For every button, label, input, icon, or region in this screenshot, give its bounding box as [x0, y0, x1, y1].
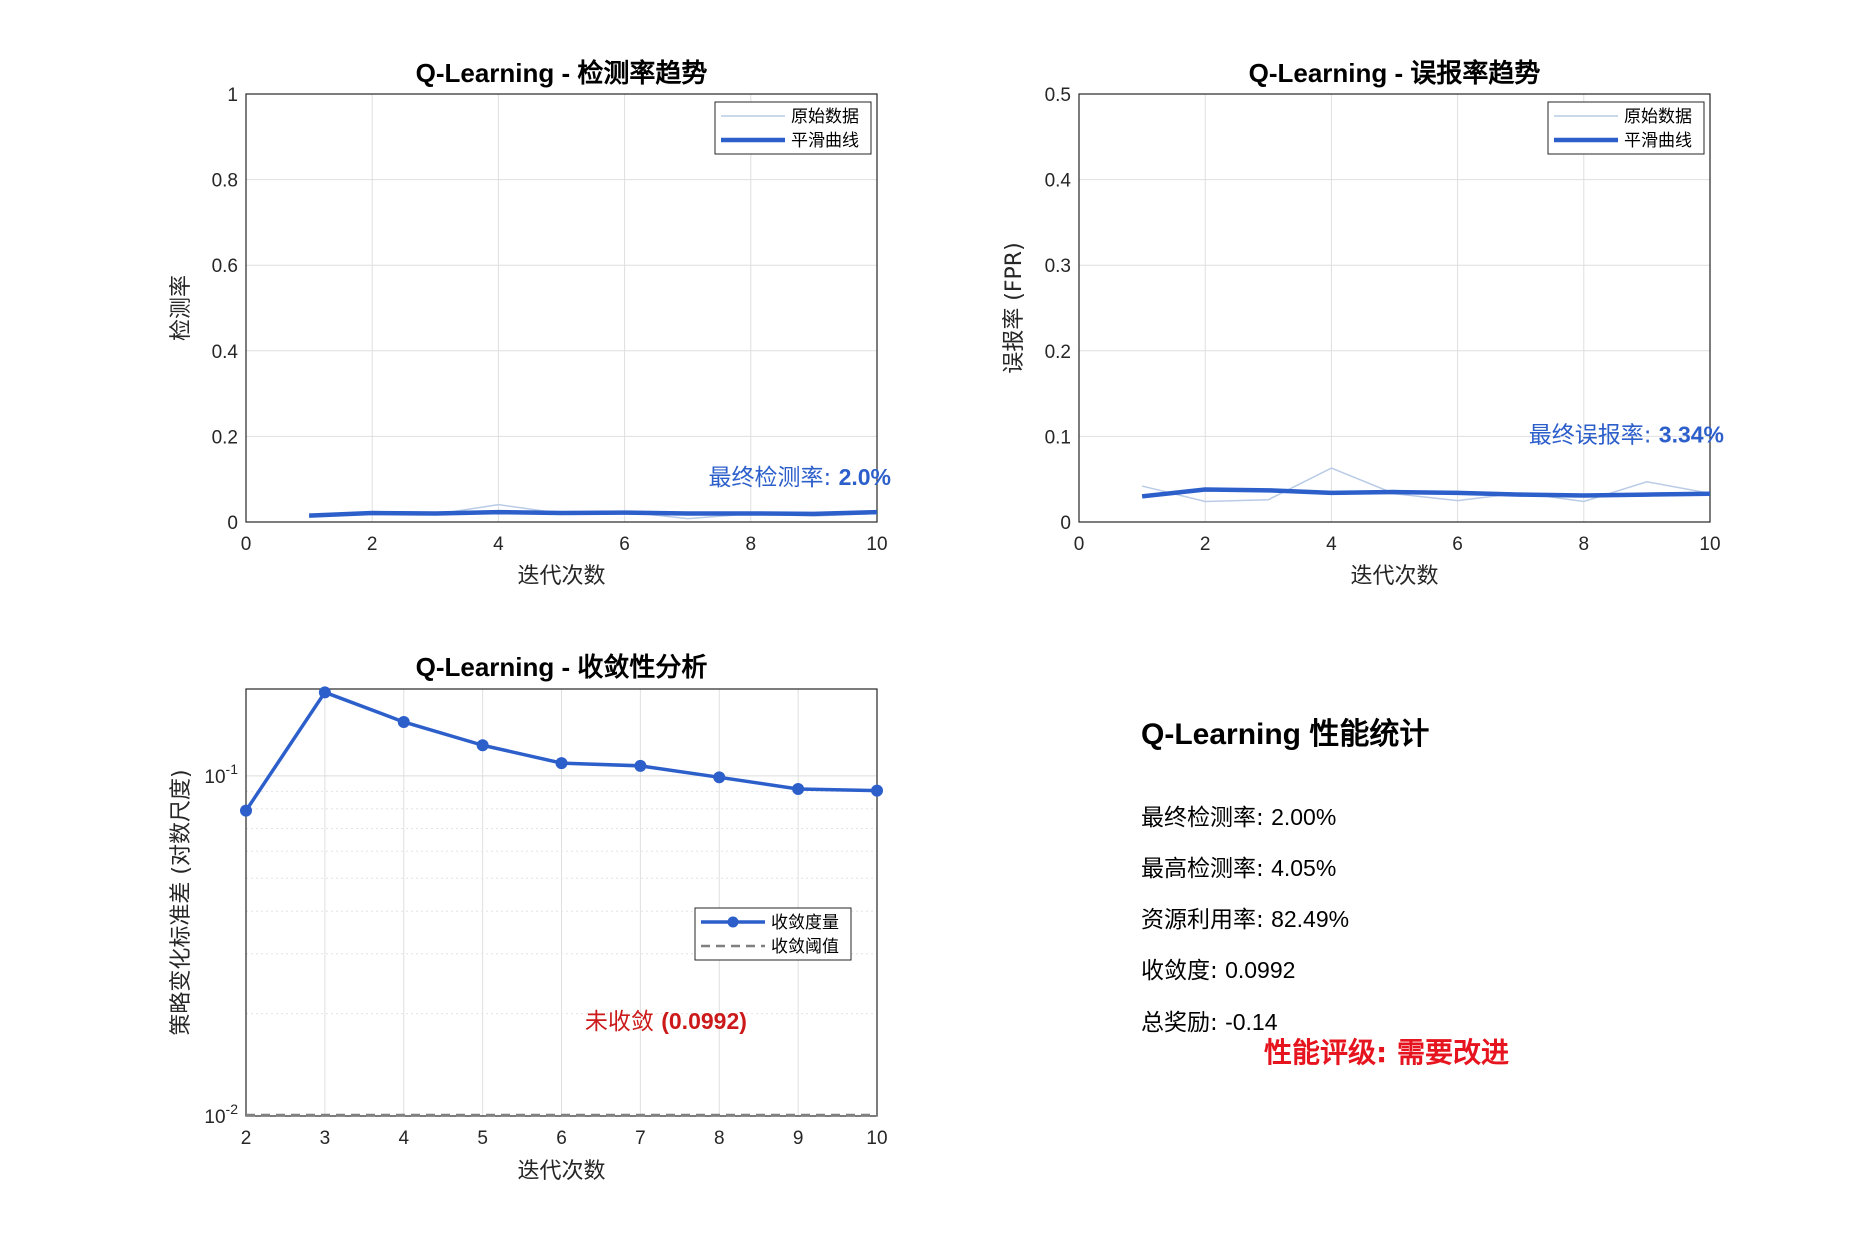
- annotation-value: (0.0992): [661, 1008, 747, 1034]
- x-tick-label: 10: [1699, 534, 1720, 555]
- y-tick-label: 0.2: [212, 427, 238, 448]
- convergence-point: [792, 782, 805, 795]
- stats-title: Q-Learning 性能统计: [1141, 717, 1429, 751]
- y-tick-base: 10: [204, 1107, 225, 1128]
- y-axis-label: 误报率 (FPR): [1002, 242, 1027, 373]
- detection-rate-chart: 0 2 4 6 8 10 0 0.2 0.4 0.6 0.8 1 最终检测率: 2.0% 原始数据平滑曲线…: [169, 58, 891, 589]
- performance-stats-panel: Q-Learning 性能统计 最终检测率: 2.00% 最高检测率: 4.05…: [1141, 717, 1509, 1069]
- annotation-value: 2.0%: [839, 464, 891, 490]
- stat-max-detection: 最高检测率: 4.05%: [1141, 855, 1336, 882]
- legend-box: [714, 101, 872, 155]
- legend-raw-label: 原始数据: [1624, 107, 1692, 127]
- x-axis-label: 迭代次数: [517, 564, 605, 589]
- smoothed-curve-line: [309, 509, 878, 518]
- convergence-point: [397, 715, 410, 728]
- y-tick-label: 0: [227, 513, 238, 534]
- y-tick-label: 1: [227, 85, 238, 106]
- x-tick-label: 6: [619, 534, 630, 555]
- x-tick-label: 10: [866, 534, 887, 555]
- x-tick-label: 2: [367, 534, 378, 555]
- axes-frame: [1078, 93, 1711, 523]
- false-positive-rate-chart: 0 2 4 6 8 10 0 0.1 0.2 0.3 0.4 0.5 最终误报率: 3.34% 原始数据平…: [1002, 58, 1724, 589]
- y-tick-label: 0.3: [1045, 256, 1071, 277]
- y-tick-label: 0.5: [1045, 85, 1071, 106]
- convergence-point: [634, 759, 647, 772]
- x-tick-label: 6: [556, 1128, 567, 1149]
- y-tick-exponent: -1: [226, 761, 239, 777]
- annotation-label: 最终检测率:: [709, 465, 839, 491]
- y-tick-label: 10-1: [204, 761, 238, 788]
- convergence-point: [318, 686, 331, 699]
- y-tick-label: 10-2: [204, 1101, 238, 1128]
- final-value-annotation: 最终检测率: 2.0%: [709, 464, 892, 491]
- convergence-point: [476, 739, 489, 752]
- stat-final-detection: 最终检测率: 2.00%: [1141, 804, 1336, 831]
- convergence-point: [713, 771, 726, 784]
- convergence-status-annotation: 未收敛 (0.0992): [585, 1008, 747, 1035]
- axes-frame: [245, 93, 878, 523]
- annotation-label: 最终误报率:: [1529, 422, 1659, 448]
- legend-series-marker: [727, 916, 739, 928]
- stat-total-reward: 总奖励: -0.14: [1141, 1009, 1278, 1036]
- legend-smooth-label: 平滑曲线: [1624, 131, 1692, 151]
- y-tick-label: 0.4: [212, 342, 239, 363]
- smoothed-curve-line: [1141, 487, 1711, 499]
- convergence-point: [240, 804, 252, 817]
- annotation-value: 3.34%: [1659, 421, 1724, 447]
- plot-area: [1079, 94, 1710, 522]
- performance-rating: 性能评级: 需要改进: [1264, 1036, 1509, 1069]
- convergence-point: [555, 757, 568, 770]
- x-tick-label: 8: [746, 534, 757, 555]
- y-axis-label: 检测率: [169, 275, 194, 341]
- x-tick-label: 8: [1579, 534, 1590, 555]
- y-tick-label: 0.1: [1045, 427, 1071, 448]
- legend-threshold-label: 收敛阈值: [771, 937, 839, 957]
- y-tick-label: 0.2: [1045, 342, 1071, 363]
- chart-title: Q-Learning - 检测率趋势: [416, 58, 708, 88]
- x-tick-label: 10: [866, 1128, 887, 1149]
- y-tick-label: 0: [1060, 513, 1071, 534]
- stat-resource-utilization: 资源利用率: 82.49%: [1141, 906, 1349, 933]
- x-tick-label: 5: [477, 1128, 488, 1149]
- x-tick-label: 7: [635, 1128, 646, 1149]
- final-value-annotation: 最终误报率: 3.34%: [1529, 421, 1724, 448]
- y-tick-label: 0.8: [212, 171, 238, 192]
- y-tick-label: 0.4: [1045, 171, 1072, 192]
- x-tick-label: 4: [398, 1128, 409, 1149]
- annotation-label: 未收敛: [585, 1009, 661, 1035]
- y-tick-exponent: -2: [226, 1101, 239, 1117]
- x-tick-label: 6: [1452, 534, 1463, 555]
- y-tick-label: 0.6: [212, 256, 238, 277]
- legend-smooth-label: 平滑曲线: [791, 131, 859, 151]
- x-tick-label: 3: [320, 1128, 331, 1149]
- x-tick-label: 9: [793, 1128, 804, 1149]
- stat-convergence: 收敛度: 0.0992: [1141, 957, 1295, 984]
- convergence-point: [871, 784, 883, 797]
- y-axis-label: 策略变化标准差 (对数尺度): [169, 769, 194, 1035]
- legend-box: [694, 907, 852, 961]
- legend-series-label: 收敛度量: [771, 913, 839, 933]
- legend-box: [1547, 101, 1705, 155]
- x-axis-label: 迭代次数: [1350, 564, 1438, 589]
- x-tick-label: 4: [1326, 534, 1337, 555]
- x-tick-label: 2: [241, 1128, 252, 1149]
- x-tick-label: 0: [241, 534, 252, 555]
- x-axis-label: 迭代次数: [517, 1159, 605, 1184]
- raw-data-line: [1141, 467, 1711, 503]
- legend-raw-label: 原始数据: [791, 107, 859, 127]
- x-tick-label: 4: [493, 534, 504, 555]
- y-tick-base: 10: [204, 767, 225, 788]
- x-tick-label: 0: [1074, 534, 1085, 555]
- chart-title: Q-Learning - 收敛性分析: [416, 652, 708, 682]
- x-tick-label: 8: [714, 1128, 725, 1149]
- plot-area: [246, 94, 877, 522]
- chart-title: Q-Learning - 误报率趋势: [1249, 58, 1541, 88]
- x-tick-label: 2: [1200, 534, 1211, 555]
